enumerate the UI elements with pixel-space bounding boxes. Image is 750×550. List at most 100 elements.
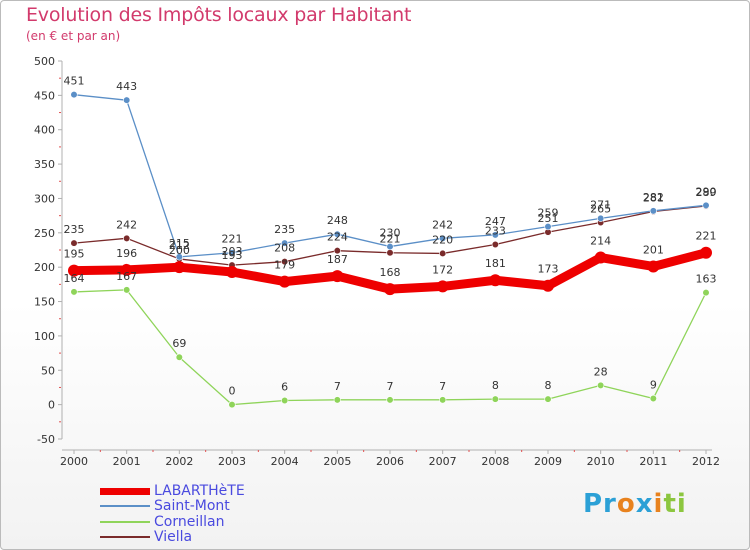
data-point: [386, 396, 394, 404]
data-label: 201: [643, 243, 664, 256]
data-point: [439, 234, 447, 242]
x-tick-label: 2005: [323, 455, 351, 468]
data-label: 200: [169, 244, 190, 257]
data-label: 451: [64, 75, 85, 88]
data-point: [120, 263, 133, 276]
data-point: [594, 251, 607, 264]
data-label: 164: [64, 272, 85, 285]
data-label: 7: [387, 380, 394, 393]
data-point: [597, 214, 605, 222]
logo-part: Pr: [583, 489, 617, 519]
series-layer: [68, 91, 712, 409]
data-label: 265: [590, 203, 611, 216]
y-tick-label: 250: [34, 227, 55, 240]
data-point: [226, 265, 238, 278]
legend-item-saint-mont: Saint-Mont: [100, 498, 300, 514]
data-label: 168: [380, 266, 401, 279]
y-tick-label: 400: [34, 124, 55, 137]
data-label: 196: [116, 247, 137, 260]
x-tick-label: 2004: [271, 455, 299, 468]
x-tick-label: 2010: [587, 455, 615, 468]
data-point: [70, 91, 78, 99]
legend-swatch-saint-mont: [100, 505, 150, 507]
y-tick-label: 0: [48, 399, 55, 412]
data-point: [333, 247, 341, 255]
data-point: [281, 258, 289, 266]
data-label: 179: [274, 259, 295, 272]
legend-label-viella: Viella: [154, 529, 193, 545]
data-label: 233: [485, 225, 506, 238]
logo-part: i: [653, 489, 664, 519]
x-tick-label: 2001: [113, 455, 141, 468]
data-label: 28: [594, 365, 608, 378]
data-point: [491, 395, 499, 403]
y-tick-label: 200: [34, 261, 55, 274]
data-point: [489, 274, 502, 287]
data-point: [175, 253, 183, 261]
x-tick-label: 2006: [376, 455, 404, 468]
data-label: 6: [281, 381, 288, 394]
logo-part: ti: [663, 489, 687, 519]
legend-item-labarthete: LABARTHèTE: [100, 483, 300, 499]
data-label: 195: [64, 248, 85, 261]
data-label: 235: [274, 223, 295, 236]
data-label: 290: [696, 185, 717, 198]
data-point: [68, 264, 80, 277]
legend-item-viella: Viella: [100, 529, 300, 545]
data-label: 230: [380, 227, 401, 240]
data-point: [386, 242, 394, 251]
data-point: [491, 240, 499, 249]
data-label: 221: [696, 230, 717, 243]
data-point: [333, 396, 341, 404]
data-point: [544, 395, 552, 403]
legend-label-labarthete: LABARTHèTE: [154, 483, 245, 499]
data-label: 221: [222, 233, 243, 246]
logo-part: o: [616, 489, 636, 519]
proxiti-logo: Proxiti: [583, 489, 687, 519]
data-label: 214: [590, 235, 611, 248]
data-point: [278, 275, 291, 288]
data-label: 8: [545, 379, 552, 392]
data-label: 7: [439, 380, 446, 393]
data-point: [700, 246, 712, 259]
data-label: 212: [169, 239, 190, 252]
data-point: [436, 280, 449, 293]
y-tick-label: 150: [34, 296, 55, 309]
x-tick-label: 2000: [60, 455, 88, 468]
legend-swatch-viella: [100, 536, 150, 538]
legend-item-corneillan: Corneillan: [100, 514, 300, 530]
data-point: [333, 230, 341, 238]
data-label: 281: [643, 192, 664, 205]
chart-title: Evolution des Impôts locaux par Habitant: [26, 4, 412, 26]
y-tick-label: 500: [34, 55, 55, 68]
data-point: [702, 289, 710, 297]
data-label: 247: [485, 215, 506, 228]
data-label: 0: [229, 385, 236, 398]
data-label: 9: [650, 378, 657, 391]
x-tick-label: 2012: [692, 455, 720, 468]
data-label: 224: [327, 231, 348, 244]
data-point: [384, 283, 396, 296]
y-tick-label: -50: [37, 433, 55, 446]
data-point: [439, 396, 447, 404]
x-tick-label: 2011: [639, 455, 667, 468]
x-tick-label: 2008: [481, 455, 509, 468]
data-label: 220: [432, 233, 453, 246]
data-label: 251: [538, 212, 559, 225]
data-label: 215: [169, 237, 190, 250]
data-label: 282: [643, 191, 664, 204]
data-label: 242: [432, 218, 453, 231]
data-label: 235: [64, 223, 85, 236]
data-point: [228, 249, 236, 257]
data-point: [123, 234, 131, 242]
data-point: [597, 381, 605, 389]
chart-subtitle: (en € et par an): [26, 29, 121, 43]
data-label: 259: [538, 207, 559, 220]
data-point: [70, 239, 78, 247]
y-tick-label: 100: [34, 330, 55, 343]
data-point: [439, 249, 447, 258]
data-point: [702, 201, 710, 209]
